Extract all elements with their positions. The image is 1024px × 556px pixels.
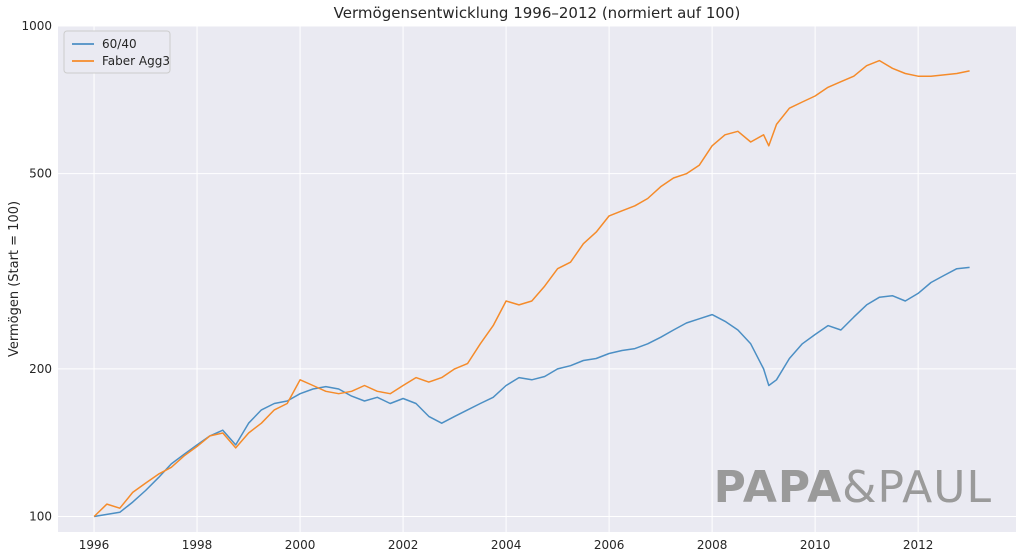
watermark-light: &PAUL	[842, 462, 992, 513]
y-tick-label: 1000	[21, 19, 52, 33]
x-tick-label: 2012	[903, 538, 934, 552]
x-tick-label: 1998	[182, 538, 213, 552]
y-tick-label: 100	[29, 510, 52, 524]
y-axis-label: Vermögen (Start = 100)	[7, 201, 22, 357]
y-tick-label: 500	[29, 167, 52, 181]
x-axis-ticks: 1996 1998 2000 2002 2004 2006 2008 2010 2012	[79, 538, 934, 552]
series-line-60-40	[93, 266, 970, 518]
plot-background	[58, 26, 1016, 532]
x-tick-label: 2006	[594, 538, 625, 552]
x-tick-label: 2008	[697, 538, 728, 552]
x-tick-label: 2010	[800, 538, 831, 552]
legend-label: 60/40	[102, 37, 137, 51]
legend-label: Faber Agg3	[102, 54, 170, 68]
x-tick-label: 2002	[388, 538, 419, 552]
watermark-text: PAPA&PAUL	[714, 462, 992, 513]
legend-box	[63, 30, 171, 74]
series-line-faber-agg3	[93, 59, 970, 518]
x-tick-label: 2000	[285, 538, 316, 552]
legend: 60/40 Faber Agg3	[63, 30, 171, 74]
watermark-logo: PAPA&PAUL	[714, 462, 992, 513]
chart-title: Vermögensentwicklung 1996–2012 (normiert…	[334, 4, 741, 22]
y-axis-ticks: 100 200 500 1000	[21, 19, 52, 524]
gridlines	[58, 25, 1016, 532]
x-tick-label: 1996	[79, 538, 110, 552]
watermark-bold: PAPA	[714, 462, 843, 513]
y-tick-label: 200	[29, 362, 52, 376]
x-tick-label: 2004	[491, 538, 522, 552]
series-layer	[93, 59, 970, 518]
